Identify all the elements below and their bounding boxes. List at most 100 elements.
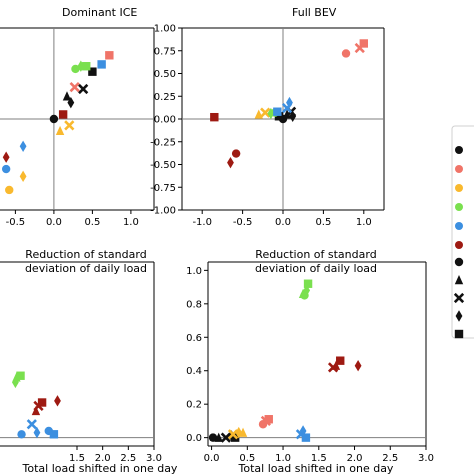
panel4-point-green-circle	[300, 291, 309, 300]
panel4-ytick-label: 0.0	[186, 433, 202, 444]
legend	[451, 125, 474, 339]
panel4-point-black-circle	[208, 433, 218, 442]
legend-marker-square	[454, 329, 464, 339]
panel2-xlabel-line2: deviation of daily load	[255, 262, 377, 275]
panel4-ytick-label: 1.0	[186, 266, 202, 277]
panel1-xlabel-line1: Reduction of standard	[25, 248, 146, 261]
panel2-point-salmon-square	[359, 39, 368, 48]
panel2-ytick-label: -0.75	[150, 183, 176, 194]
panel3-point-darkred-triangle	[31, 405, 41, 416]
panel2-point-salmon-circle	[341, 49, 351, 58]
panel1-xtick-label: 0.0	[46, 217, 62, 228]
panel1-point-orange-cross	[64, 120, 75, 131]
panel3-point-blue-diamond	[33, 426, 41, 439]
panel4-point-orange-triangle	[238, 427, 248, 437]
panel1-point-salmon-square	[105, 51, 114, 60]
panel2-point-blue-diamond	[286, 96, 293, 109]
legend-marker-cross	[453, 292, 465, 304]
panel1-point-black-triangle	[62, 91, 72, 101]
panel2-xtick-label: 0.0	[275, 217, 291, 228]
panel4-point-green-square	[303, 279, 313, 288]
panel3-point-blue-circle	[17, 430, 26, 439]
panel2-point-darkred-diamond	[227, 156, 234, 169]
panel1-point-darkred-diamond	[2, 151, 10, 163]
panel2-plot: -1.0 -0.5 0.0 0.5 1.0 1.00 0.75 0.50 0.25 0.00 -0.…	[150, 24, 385, 228]
panel1-point-green-diamond	[77, 60, 85, 72]
panel3-xlabel: Total load shifted in one day	[22, 462, 178, 474]
panel1-point-green-square	[82, 62, 91, 71]
legend-color-black	[455, 146, 463, 154]
legend-color-blue	[455, 222, 463, 230]
panel2-ytick-label: -1.00	[150, 206, 176, 217]
panel1-plot: -0.5 0.0 0.5 1.0	[0, 27, 155, 228]
panel4-xtick-label: 1.0	[275, 453, 291, 464]
panel4-point-black-cross	[220, 432, 231, 443]
panel4-point-salmon-square	[264, 415, 273, 424]
panel3-xtick-label: 2.5	[120, 453, 136, 464]
panel2-ytick-label: -0.25	[150, 137, 176, 148]
panel1-xtick-label: -0.5	[6, 217, 26, 228]
panel3-point-blue-square	[49, 430, 59, 439]
panel4-point-orange-cross	[227, 429, 239, 440]
panel2-point-darkred-square	[210, 112, 219, 122]
panel3-xtick-label: 1.5	[69, 453, 85, 464]
panel1-point-black-cross	[78, 83, 89, 95]
panel3-point-green-diamond	[12, 376, 19, 389]
panel2-ytick-label: 0.75	[154, 46, 176, 57]
panel4-point-darkred-square	[336, 356, 345, 365]
panel4-xlabel: Total load shifted in one day	[238, 462, 394, 474]
panel2-ytick-label: 1.00	[154, 24, 176, 35]
panel2-ytick-label: 0.00	[154, 115, 176, 126]
panel3-xtick-label: 2.0	[95, 453, 111, 464]
panel1-point-blue-diamond	[19, 140, 27, 152]
legend-color-orange	[455, 184, 463, 192]
legend-color-darkred	[455, 241, 463, 249]
legend-color-green	[455, 203, 463, 211]
panel3-point-darkred-diamond	[54, 395, 61, 407]
legend-color-salmon	[455, 165, 463, 173]
panel4-plot: 0.0 0.5 1.0 1.5 2.0 2.5 3.0 1.0 0.8 0.6 0.4 0.2 0.0	[186, 261, 434, 464]
panel4-point-darkred-diamond	[354, 360, 362, 372]
panel1-xtick-label: 1.0	[123, 217, 139, 228]
panel1-point-black-circle	[49, 114, 59, 124]
panel4-xtick-label: 2.5	[382, 453, 398, 464]
panel2-ytick-label: 0.50	[154, 69, 176, 80]
panel4-point-darkred-triangle	[331, 360, 341, 370]
panel4-ytick-label: 0.6	[186, 333, 202, 344]
panel4-xtick-label: 0.5	[239, 453, 255, 464]
panel2-point-black-diamond	[289, 110, 297, 122]
panel2-xtick-label: -0.5	[233, 217, 253, 228]
legend-frame	[451, 125, 474, 339]
panel4-xtick-label: 0.0	[204, 453, 220, 464]
panel1-xlabel-line2: deviation of daily load	[25, 262, 147, 275]
panel2-title: Full BEV	[292, 6, 337, 19]
panel1-title: Dominant ICE	[62, 6, 137, 19]
panel3-plot: 1.5 2.0 2.5 3.0	[0, 261, 162, 464]
panel1-point-salmon-cross	[69, 82, 80, 93]
panel3-xtick-label: 3.0	[146, 453, 162, 464]
panel1-point-black-square	[88, 67, 97, 76]
panel4-point-blue-square	[301, 433, 311, 442]
panel3-point-blue-cross	[26, 419, 37, 430]
panel3-point-green-square	[16, 371, 25, 380]
panel2-xtick-label: 0.5	[315, 217, 331, 228]
legend-marker-diamond	[455, 310, 463, 322]
panel1-point-blue-square	[97, 60, 106, 69]
panel1-point-orange-circle	[5, 185, 14, 195]
panel2-point-black-square	[274, 112, 284, 121]
panel2-xtick-label: 1.0	[356, 217, 372, 228]
panel4-xtick-label: 3.0	[418, 453, 434, 464]
panel4-ytick-label: 0.4	[186, 366, 202, 377]
panel1-point-orange-diamond	[19, 170, 27, 183]
panel2-xtick-label: -1.0	[192, 217, 212, 228]
panel2-point-orange-cross	[260, 107, 271, 118]
legend-marker-triangle	[454, 275, 464, 285]
panel4-xtick-label: 1.5	[311, 453, 327, 464]
panel2-ytick-label: 0.25	[154, 92, 176, 103]
panel1-point-darkred-square	[58, 110, 68, 119]
panel4-xtick-label: 2.0	[347, 453, 363, 464]
panel2-xlabel-line1: Reduction of standard	[255, 248, 376, 261]
panel4-ytick-label: 0.2	[186, 400, 202, 411]
panel4-ytick-label: 0.8	[186, 299, 202, 310]
